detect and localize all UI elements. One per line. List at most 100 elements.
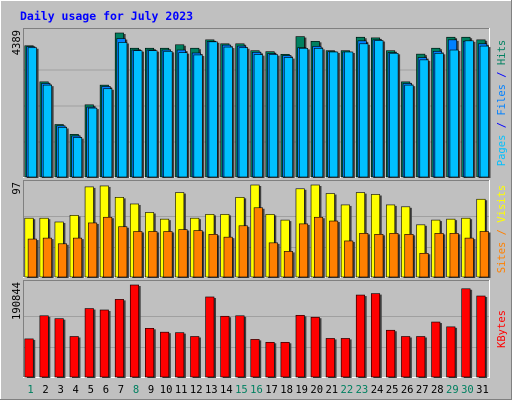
bar-pages-day-1 <box>27 47 37 178</box>
day-label-3: 3 <box>57 384 63 396</box>
day-label-21: 21 <box>325 384 338 396</box>
day-label-28: 28 <box>431 384 444 396</box>
bar-pages-day-3 <box>57 127 67 178</box>
day-label-23: 23 <box>356 384 369 396</box>
day-label-31: 31 <box>476 384 489 396</box>
bar-kbytes-day-2 <box>39 315 49 378</box>
bar-kbytes-day-30 <box>461 288 471 378</box>
bar-sites-day-13 <box>208 234 218 278</box>
day-label-25: 25 <box>386 384 399 396</box>
day-label-18: 18 <box>280 384 293 396</box>
bar-sites-day-21 <box>329 220 339 278</box>
legend-part: Pages <box>496 135 508 167</box>
bar-pages-day-14 <box>223 46 233 178</box>
legend-part: KBytes <box>496 310 508 348</box>
bar-pages-day-29 <box>449 49 459 178</box>
bar-kbytes-day-15 <box>235 315 245 378</box>
panel-kbytes: 190844 KBytes <box>11 280 508 378</box>
bar-sites-day-2 <box>42 237 52 278</box>
bar-sites-day-1 <box>27 238 37 278</box>
bar-kbytes-day-12 <box>190 336 200 378</box>
bar-sites-day-28 <box>434 233 444 278</box>
day-label-11: 11 <box>175 384 188 396</box>
legend-part: Visits <box>496 185 508 223</box>
bar-kbytes-day-3 <box>54 318 64 378</box>
bar-kbytes-day-11 <box>175 332 185 378</box>
bar-kbytes-day-28 <box>431 321 441 378</box>
bar-pages-day-21 <box>329 51 339 178</box>
bar-pages-day-12 <box>193 54 203 178</box>
bar-pages-day-5 <box>88 107 98 178</box>
bar-pages-day-4 <box>73 137 83 178</box>
bar-sites-day-7 <box>118 226 128 278</box>
bar-sites-day-26 <box>404 234 414 278</box>
bar-pages-day-11 <box>178 52 188 178</box>
bar-kbytes-day-26 <box>401 336 411 378</box>
legend-part: / <box>496 116 508 135</box>
bar-sites-day-6 <box>103 216 113 278</box>
bar-sites-day-29 <box>449 233 459 278</box>
bar-kbytes-day-10 <box>160 331 170 378</box>
bar-pages-day-6 <box>103 88 113 178</box>
day-labels-layer: 1 2 3 4 5 6 7 8 9 10 11 12 13 14 15 16 17 18 19 20 21 22 23 24 2… <box>27 384 488 396</box>
series-legend-sites-visits: Sites / Visits <box>496 185 508 274</box>
bar-pages-day-7 <box>118 42 128 178</box>
bar-sites-day-10 <box>163 231 173 278</box>
panels-layer: 4389 Pages / Files / Hits 97 Sites / Visits… <box>11 28 508 378</box>
bar-kbytes-day-20 <box>310 316 320 378</box>
bar-pages-day-19 <box>298 48 309 178</box>
bar-sites-day-9 <box>148 231 158 278</box>
legend-part: / <box>496 223 508 242</box>
bar-kbytes-day-1 <box>24 338 34 378</box>
day-label-22: 22 <box>341 384 354 396</box>
day-label-27: 27 <box>416 384 429 396</box>
bar-sites-day-15 <box>238 225 248 278</box>
bar-pages-day-28 <box>434 53 444 178</box>
bar-pages-day-25 <box>389 53 399 178</box>
bar-sites-day-24 <box>374 234 384 278</box>
series-legend-kbytes: KBytes <box>496 310 508 348</box>
bar-pages-day-18 <box>283 57 293 178</box>
day-label-17: 17 <box>265 384 278 396</box>
day-label-9: 9 <box>148 384 154 396</box>
bar-pages-day-23 <box>359 43 369 178</box>
bar-sites-day-18 <box>283 251 293 278</box>
day-label-16: 16 <box>250 384 263 396</box>
bar-sites-day-5 <box>88 222 98 278</box>
bar-kbytes-day-18 <box>280 341 290 378</box>
bar-kbytes-day-19 <box>295 314 305 378</box>
chart-title: Daily usage for July 2023 <box>20 9 193 23</box>
bar-sites-day-25 <box>389 233 399 278</box>
bar-pages-day-30 <box>464 40 474 178</box>
day-label-14: 14 <box>220 384 233 396</box>
bar-kbytes-day-17 <box>265 341 275 378</box>
bar-kbytes-day-9 <box>145 328 155 378</box>
bar-pages-day-8 <box>133 50 143 178</box>
bar-sites-day-16 <box>253 207 263 278</box>
bar-kbytes-day-21 <box>325 338 335 378</box>
bar-sites-day-20 <box>314 216 324 278</box>
bar-pages-day-13 <box>208 41 218 178</box>
day-label-20: 20 <box>310 384 323 396</box>
bar-sites-day-17 <box>268 242 278 278</box>
day-label-13: 13 <box>205 384 218 396</box>
bar-pages-day-22 <box>344 51 354 178</box>
day-label-19: 19 <box>295 384 308 396</box>
ymax-label-kbytes: 190844 <box>11 282 23 320</box>
bar-kbytes-day-8 <box>129 284 139 378</box>
bar-sites-day-22 <box>344 240 354 278</box>
bar-pages-day-24 <box>374 40 384 178</box>
bar-kbytes-day-29 <box>446 326 456 378</box>
panel-sites-visits: 97 Sites / Visits <box>11 180 508 278</box>
bar-kbytes-day-16 <box>250 339 260 378</box>
day-label-12: 12 <box>190 384 203 396</box>
day-label-6: 6 <box>103 384 109 396</box>
bar-kbytes-day-4 <box>69 336 79 378</box>
bar-sites-day-8 <box>133 231 143 278</box>
day-label-15: 15 <box>235 384 248 396</box>
day-label-24: 24 <box>371 384 384 396</box>
bar-sites-day-3 <box>57 243 67 278</box>
bar-pages-day-16 <box>253 54 263 178</box>
bar-pages-day-9 <box>148 50 158 178</box>
day-label-29: 29 <box>446 384 459 396</box>
